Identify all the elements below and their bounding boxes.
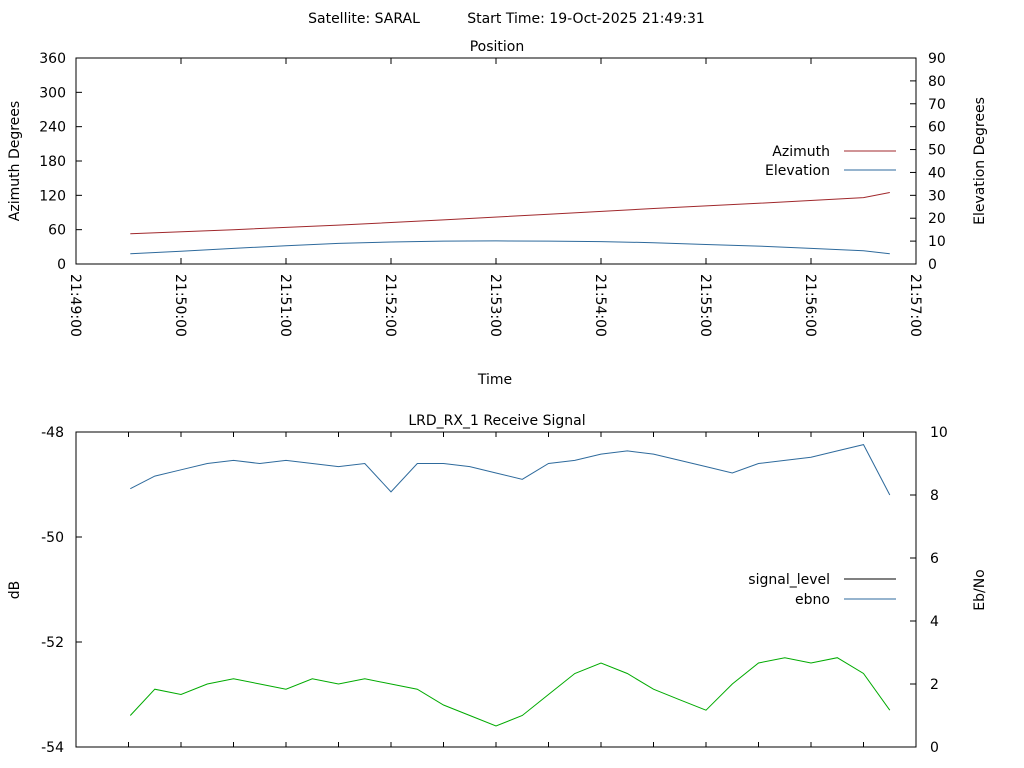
time-tick-label: 21:53:00 (487, 274, 503, 337)
elevation-tick-label: 10 (928, 234, 946, 250)
azimuth-tick-label: 60 (48, 223, 66, 239)
time-tick-label: 21:51:00 (277, 274, 293, 337)
ebno-tick-label: 8 (930, 488, 939, 504)
signal-series (129, 444, 891, 727)
elevation-series-line (130, 240, 890, 255)
time-tick-label: 21:54:00 (592, 274, 608, 337)
time-tick-label: 21:57:00 (907, 274, 923, 337)
ebno-series-line (130, 444, 891, 496)
position-legend: Azimuth Elevation (765, 144, 896, 179)
position-chart: Position 0 60 120 180 240 300 360 0 10 20 30 40 50 60… (7, 39, 988, 388)
legend-ebno-label: ebno (795, 592, 830, 608)
elevation-tick-label: 50 (928, 143, 946, 159)
elevation-tick-label: 30 (928, 188, 946, 204)
elevation-tick-label: 60 (928, 120, 946, 136)
elevation-tick-label: 70 (928, 97, 946, 113)
receive-signal-chart-title: LRD_RX_1 Receive Signal (408, 413, 585, 429)
signal-plot-frame (75, 431, 917, 748)
legend-signal-level-label: signal_level (748, 572, 830, 588)
satellite-label: Satellite: SARAL (308, 11, 420, 27)
db-axis-label: dB (7, 581, 23, 600)
time-axis-label: Time (477, 372, 512, 388)
signal-ticks: -54 -52 -50 -48 0 2 4 6 8 10 (41, 425, 948, 756)
receive-signal-chart: LRD_RX_1 Receive Signal -54 -52 -50 -48 0 2 4 6… (7, 413, 988, 756)
azimuth-tick-label: 180 (39, 154, 66, 170)
elevation-tick-label: 40 (928, 165, 946, 181)
db-tick-label: -48 (41, 425, 64, 441)
position-chart-title: Position (470, 39, 525, 55)
position-plot-frame (75, 57, 917, 265)
elevation-tick-label: 80 (928, 74, 946, 90)
db-tick-label: -54 (41, 740, 64, 756)
position-ticks: 0 60 120 180 240 300 360 0 10 20 30 40 50 60 70 80 90 21:… (39, 51, 946, 337)
azimuth-tick-label: 120 (39, 188, 66, 204)
signal-legend: signal_level ebno (748, 572, 896, 608)
legend-elevation-label: Elevation (765, 163, 830, 179)
time-tick-label: 21:50:00 (172, 274, 188, 337)
db-tick-label: -50 (41, 530, 64, 546)
signal-level-series-line (129, 657, 891, 727)
ebno-tick-label: 2 (930, 677, 939, 693)
ebno-tick-label: 0 (930, 740, 939, 756)
time-tick-label: 21:52:00 (382, 274, 398, 337)
position-series (130, 192, 890, 255)
azimuth-tick-label: 360 (39, 51, 66, 67)
ebno-tick-label: 4 (930, 614, 939, 630)
db-tick-label: -52 (41, 635, 64, 651)
time-tick-label: 21:56:00 (802, 274, 818, 337)
elevation-axis-label: Elevation Degrees (972, 97, 988, 225)
time-tick-label: 21:49:00 (67, 274, 83, 337)
elevation-tick-label: 90 (928, 51, 946, 67)
azimuth-axis-label: Azimuth Degrees (7, 101, 23, 221)
time-tick-label: 21:55:00 (697, 274, 713, 337)
elevation-tick-label: 0 (928, 257, 937, 273)
start-time-label: Start Time: 19-Oct-2025 21:49:31 (467, 11, 705, 27)
azimuth-tick-label: 300 (39, 85, 66, 101)
ebno-tick-label: 6 (930, 551, 939, 567)
ebno-axis-label: Eb/No (972, 569, 988, 611)
azimuth-tick-label: 240 (39, 120, 66, 136)
azimuth-tick-label: 0 (57, 257, 66, 273)
ebno-tick-label: 10 (930, 425, 948, 441)
elevation-tick-label: 20 (928, 211, 946, 227)
azimuth-series-line (130, 192, 890, 235)
legend-azimuth-label: Azimuth (772, 144, 830, 160)
